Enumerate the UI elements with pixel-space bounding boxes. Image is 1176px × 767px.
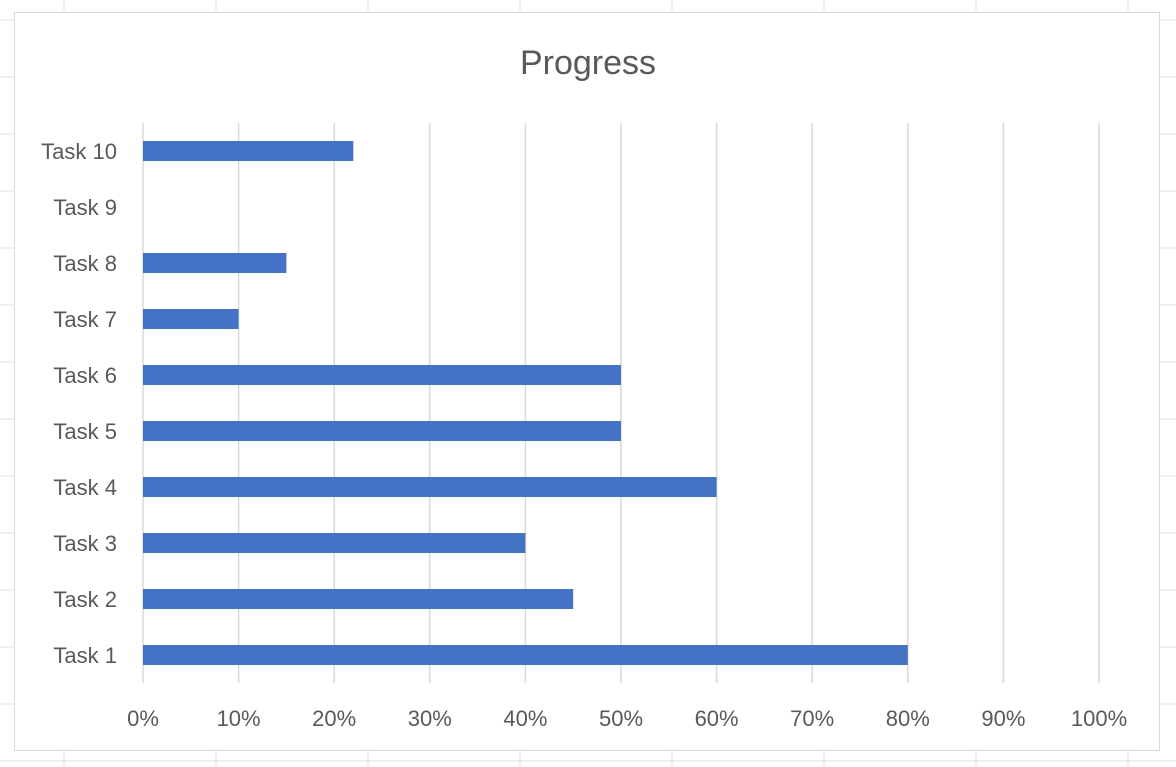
x-axis-labels: 0% 10% 20% 30% 40% 50% 60% 70% 80% 90% 100%	[127, 706, 1127, 731]
chart-title: Progress	[520, 44, 656, 82]
bar[interactable]	[143, 477, 717, 497]
y-tick-label: Task 10	[41, 139, 117, 164]
y-tick-label: Task 6	[53, 363, 117, 388]
x-tick-label: 30%	[408, 706, 452, 731]
y-tick-label: Task 1	[53, 643, 117, 668]
y-tick-label: Task 2	[53, 587, 117, 612]
x-tick-label: 80%	[886, 706, 930, 731]
bar[interactable]	[143, 253, 287, 273]
bar[interactable]	[143, 141, 354, 161]
y-tick-label: Task 3	[53, 531, 117, 556]
y-tick-label: Task 4	[53, 475, 117, 500]
x-tick-label: 60%	[695, 706, 739, 731]
y-tick-label: Task 5	[53, 419, 117, 444]
bar[interactable]	[143, 421, 621, 441]
x-tick-label: 40%	[503, 706, 547, 731]
bar[interactable]	[143, 365, 621, 385]
x-tick-label: 70%	[790, 706, 834, 731]
bar[interactable]	[143, 589, 574, 609]
y-tick-label: Task 7	[53, 307, 117, 332]
bar[interactable]	[143, 309, 239, 329]
bar[interactable]	[143, 645, 908, 665]
x-tick-label: 20%	[312, 706, 356, 731]
x-tick-label: 90%	[981, 706, 1025, 731]
y-tick-label: Task 9	[53, 195, 117, 220]
y-axis-labels: Task 1 Task 2 Task 3 Task 4 Task 5 Task 6 Task…	[41, 139, 117, 668]
y-tick-label: Task 8	[53, 251, 117, 276]
x-tick-label: 10%	[217, 706, 261, 731]
x-tick-label: 0%	[127, 706, 159, 731]
x-tick-label: 50%	[599, 706, 643, 731]
bar[interactable]	[143, 533, 526, 553]
x-tick-label: 100%	[1071, 706, 1127, 731]
bars	[143, 141, 908, 665]
